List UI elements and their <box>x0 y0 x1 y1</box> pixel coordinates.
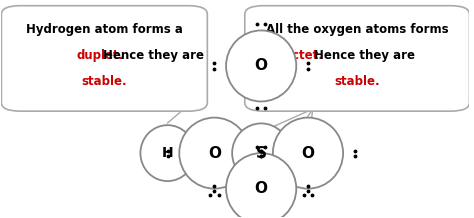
Ellipse shape <box>226 31 296 101</box>
FancyBboxPatch shape <box>1 6 207 111</box>
Text: an: an <box>266 49 282 62</box>
Text: All the oxygen atoms forms: All the oxygen atoms forms <box>266 23 448 36</box>
Ellipse shape <box>140 125 195 181</box>
Text: stable.: stable. <box>82 75 127 87</box>
Text: stable.: stable. <box>334 75 380 87</box>
Text: H: H <box>162 146 173 160</box>
Text: Hence they are: Hence they are <box>314 49 415 62</box>
Text: octet.: octet. <box>284 49 323 62</box>
Ellipse shape <box>226 153 296 218</box>
Text: O: O <box>255 181 268 196</box>
Text: O: O <box>301 146 314 161</box>
Ellipse shape <box>273 118 343 189</box>
Text: S: S <box>255 146 267 161</box>
Text: Hence they are: Hence they are <box>103 49 204 62</box>
Ellipse shape <box>179 118 249 189</box>
FancyBboxPatch shape <box>245 6 469 111</box>
Text: O: O <box>255 58 268 73</box>
Text: O: O <box>208 146 221 161</box>
Text: Hydrogen atom forms a: Hydrogen atom forms a <box>26 23 183 36</box>
Text: duplet.: duplet. <box>76 49 123 62</box>
Ellipse shape <box>232 123 290 183</box>
